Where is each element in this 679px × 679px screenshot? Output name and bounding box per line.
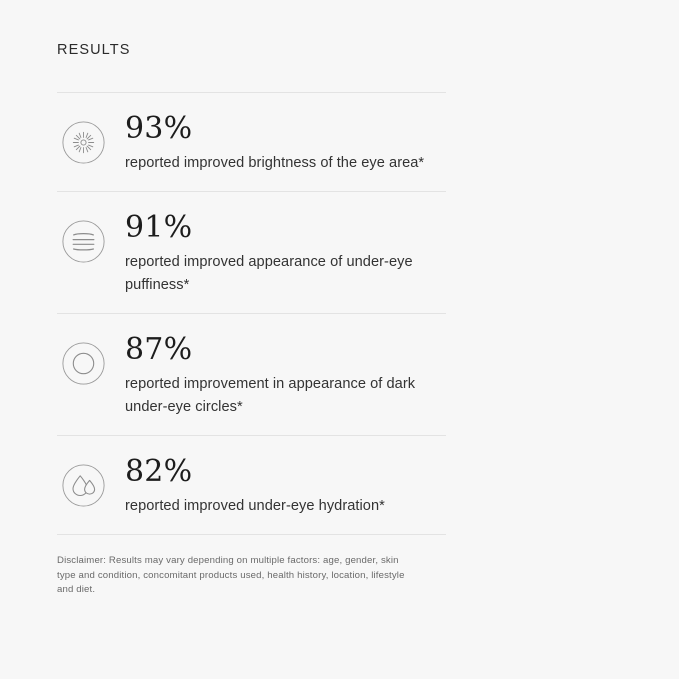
water-droplets-hydration-icon bbox=[57, 459, 110, 512]
list-item: 82% reported improved under-eye hydratio… bbox=[57, 436, 446, 534]
divider bbox=[57, 191, 446, 192]
result-content: 87% reported improvement in appearance o… bbox=[125, 333, 446, 419]
divider bbox=[57, 313, 446, 314]
result-content: 91% reported improved appearance of unde… bbox=[125, 211, 446, 297]
stat-description: reported improved under-eye hydration* bbox=[125, 498, 385, 514]
sunburst-brightness-icon bbox=[57, 116, 110, 169]
list-item: 87% reported improvement in appearance o… bbox=[57, 314, 446, 435]
stat-description: reported improved appearance of under-ey… bbox=[125, 254, 413, 293]
stat-value: 91% bbox=[125, 210, 193, 245]
results-list: 93% reported improved brightness of the … bbox=[57, 92, 446, 598]
stat-description: reported improved brightness of the eye … bbox=[125, 155, 425, 171]
stacked-lines-puffiness-icon bbox=[57, 215, 110, 268]
stat-value: 82% bbox=[125, 454, 193, 489]
stat-value: 93% bbox=[125, 111, 193, 146]
page-title: RESULTS bbox=[57, 42, 131, 58]
divider-top bbox=[57, 92, 446, 93]
list-item: 93% reported improved brightness of the … bbox=[57, 93, 446, 191]
stat-value: 87% bbox=[125, 332, 193, 367]
disclaimer-text: Disclaimer: Results may vary depending o… bbox=[57, 555, 405, 595]
result-content: 93% reported improved brightness of the … bbox=[125, 112, 446, 175]
divider-bottom bbox=[57, 534, 446, 535]
result-content: 82% reported improved under-eye hydratio… bbox=[125, 455, 446, 518]
stat-description: reported improvement in appearance of da… bbox=[125, 376, 416, 415]
list-item: 91% reported improved appearance of unde… bbox=[57, 192, 446, 313]
divider bbox=[57, 435, 446, 436]
concentric-circles-dark-circles-icon bbox=[57, 337, 110, 390]
